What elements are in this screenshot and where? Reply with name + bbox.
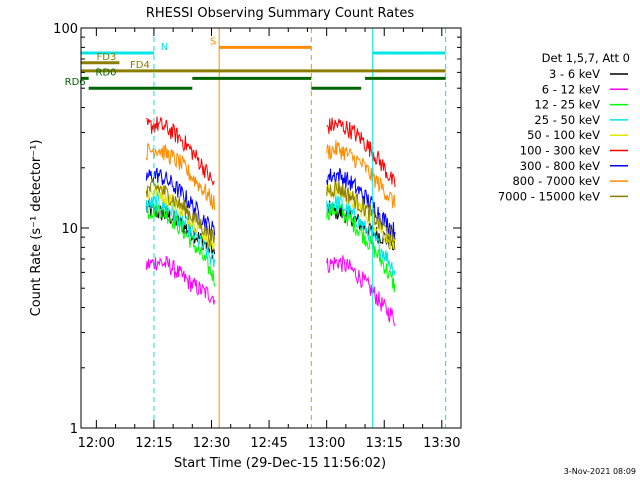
flag-label-fd3: FD3: [97, 52, 117, 63]
series-6-segment-0: [145, 167, 216, 236]
flag-label-fd4: FD4: [130, 60, 150, 71]
series-8-segment-1: [326, 180, 396, 250]
x-tick-label-4: 13:00: [308, 436, 345, 451]
legend-label-3: 25 - 50 keV: [534, 113, 600, 127]
x-tick-label-5: 13:15: [365, 436, 402, 451]
series-2-segment-1: [326, 201, 396, 293]
x-tick-label-0: 12:00: [78, 436, 115, 451]
y-tick-label-2: 100: [53, 22, 78, 37]
series-5-segment-0: [146, 116, 215, 186]
legend-label-0: 3 - 6 keV: [549, 67, 600, 81]
legend-label-6: 300 - 800 keV: [520, 159, 600, 173]
legend-label-7: 800 - 7000 keV: [512, 174, 600, 188]
legend-label-2: 12 - 25 keV: [534, 98, 600, 112]
legend-label-5: 100 - 300 keV: [520, 144, 600, 158]
chart-title: RHESSI Observing Summary Count Rates: [146, 6, 415, 21]
flag-bars: N S FD3 FD4 RD0 RD6: [65, 36, 446, 90]
flag-label-rd6: RD6: [65, 77, 86, 88]
flag-label-rd0: RD0: [96, 67, 117, 78]
series-8-segment-0: [145, 178, 216, 245]
flag-label-n: N: [161, 42, 168, 53]
series-3-segment-1: [326, 194, 396, 276]
x-axis-label: Start Time (29-Dec-15 11:56:02): [174, 456, 386, 471]
series-7-segment-1: [326, 140, 396, 209]
footer-date: 3-Nov-2021 08:09: [564, 467, 636, 476]
series-5-segment-1: [326, 117, 396, 188]
y-axis-label: Count Rate (s⁻¹ detector⁻¹): [29, 140, 44, 317]
x-tick-label-1: 12:15: [135, 436, 172, 451]
x-tick-label-3: 12:45: [250, 436, 287, 451]
legend-label-4: 50 - 100 keV: [527, 128, 600, 142]
x-tick-label-6: 13:30: [423, 436, 460, 451]
legend-label-8: 7000 - 15000 keV: [498, 189, 600, 203]
series-2-segment-0: [146, 201, 216, 287]
y-tick-label-0: 1: [70, 422, 78, 437]
data-layer: [145, 116, 396, 327]
series-6-segment-1: [326, 167, 396, 240]
legend-header: Det 1,5,7, Att 0: [542, 51, 630, 65]
x-tick-label-2: 12:30: [193, 436, 230, 451]
plot-area: N S FD3 FD4 RD0 RD6: [65, 27, 462, 429]
series-1-segment-1: [326, 255, 396, 327]
series-4-segment-0: [145, 182, 216, 251]
legend-label-1: 6 - 12 keV: [542, 82, 600, 96]
y-tick-label-1: 10: [61, 222, 78, 237]
flag-label-s: S: [210, 36, 216, 47]
series-7-segment-0: [145, 142, 216, 211]
series-1-segment-0: [145, 255, 216, 305]
axes: 12:00 12:15 12:30 12:45 13:00 13:15 13:30 1 10 10…: [53, 22, 462, 451]
